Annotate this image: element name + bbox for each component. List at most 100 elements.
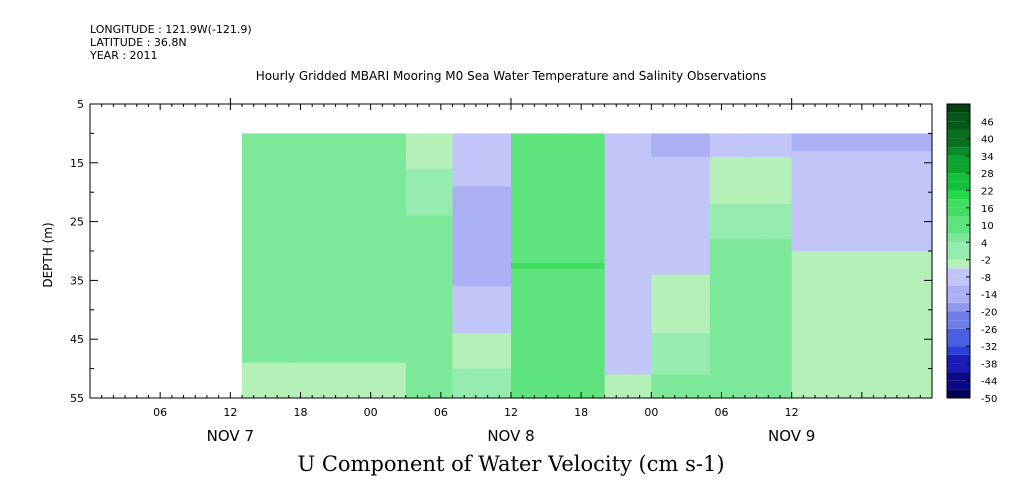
heatmap-cell bbox=[388, 339, 395, 346]
heatmap-cell bbox=[306, 203, 313, 211]
heatmap-cell bbox=[271, 292, 278, 299]
heatmap-cell bbox=[797, 321, 804, 329]
heatmap-cell bbox=[259, 315, 267, 323]
heatmap-cell bbox=[633, 345, 641, 352]
heatmap-cell bbox=[282, 151, 290, 158]
heatmap-cell bbox=[434, 374, 442, 381]
heatmap-cell bbox=[674, 315, 682, 323]
heatmap-cell bbox=[522, 145, 530, 152]
heatmap-cell bbox=[779, 192, 787, 199]
heatmap-cell bbox=[739, 274, 746, 281]
heatmap-cell bbox=[616, 168, 623, 176]
heatmap-cell bbox=[288, 245, 296, 252]
heatmap-cell bbox=[557, 262, 565, 270]
heatmap-cell bbox=[774, 274, 781, 281]
heatmap-cell bbox=[885, 203, 892, 211]
heatmap-cell bbox=[674, 386, 682, 393]
heatmap-cell bbox=[844, 209, 851, 217]
heatmap-cell bbox=[791, 209, 799, 217]
heatmap-cell bbox=[668, 133, 676, 140]
heatmap-cell bbox=[756, 203, 764, 211]
heatmap-cell bbox=[329, 303, 337, 311]
heatmap-cell bbox=[645, 168, 652, 176]
heatmap-cell bbox=[779, 350, 787, 358]
heatmap-cell bbox=[850, 321, 857, 329]
heatmap-cell bbox=[370, 198, 378, 205]
heatmap-cell bbox=[604, 286, 612, 293]
heatmap-cell bbox=[815, 262, 822, 270]
heatmap-cell bbox=[300, 392, 307, 399]
heatmap-cell bbox=[592, 309, 600, 317]
heatmap-cell bbox=[575, 133, 582, 140]
heatmap-cell bbox=[581, 268, 588, 276]
heatmap-cell bbox=[739, 350, 746, 358]
heatmap-cell bbox=[587, 151, 594, 158]
heatmap-cell bbox=[306, 180, 313, 187]
heatmap-cell bbox=[247, 356, 255, 364]
heatmap-cell bbox=[885, 251, 892, 258]
heatmap-cell bbox=[417, 345, 424, 352]
heatmap-cell bbox=[668, 168, 676, 176]
heatmap-cell bbox=[364, 386, 372, 393]
heatmap-cell bbox=[370, 245, 378, 252]
heatmap-cell bbox=[247, 239, 255, 246]
heatmap-cell bbox=[750, 386, 758, 393]
heatmap-cell bbox=[417, 309, 424, 317]
heatmap-cell bbox=[668, 180, 676, 187]
heatmap-cell bbox=[417, 133, 424, 140]
heatmap-cell bbox=[750, 292, 758, 299]
heatmap-cell bbox=[282, 380, 290, 387]
heatmap-cell bbox=[785, 209, 793, 217]
heatmap-cell bbox=[405, 303, 413, 311]
heatmap-cell bbox=[429, 286, 436, 293]
heatmap-cell bbox=[680, 350, 688, 358]
heatmap-cell bbox=[879, 203, 886, 211]
heatmap-cell bbox=[452, 292, 459, 299]
heatmap-cell bbox=[528, 274, 535, 281]
heatmap-cell bbox=[242, 139, 249, 146]
heatmap-cell bbox=[598, 374, 606, 381]
heatmap-cell bbox=[762, 256, 769, 264]
heatmap-cell bbox=[581, 180, 588, 187]
heatmap-cell bbox=[850, 386, 857, 393]
heatmap-cell bbox=[464, 203, 471, 211]
heatmap-cell bbox=[832, 262, 840, 270]
heatmap-cell bbox=[423, 221, 430, 229]
heatmap-cell bbox=[616, 339, 623, 346]
heatmap-cell bbox=[323, 151, 331, 158]
heatmap-cell bbox=[546, 262, 553, 270]
heatmap-cell bbox=[347, 292, 354, 299]
heatmap-cell bbox=[727, 215, 734, 223]
heatmap-cell bbox=[417, 298, 424, 305]
heatmap-cell bbox=[727, 162, 734, 170]
heatmap-cell bbox=[604, 227, 612, 234]
heatmap-cell bbox=[686, 145, 693, 152]
heatmap-cell bbox=[394, 256, 401, 264]
heatmap-cell bbox=[774, 209, 781, 217]
heatmap-cell bbox=[686, 333, 693, 340]
heatmap-cell bbox=[516, 198, 524, 205]
heatmap-cell bbox=[774, 192, 781, 199]
heatmap-cell bbox=[791, 145, 799, 152]
heatmap-cell bbox=[610, 315, 617, 323]
heatmap-cell bbox=[265, 192, 272, 199]
heatmap-cell bbox=[855, 356, 863, 364]
heatmap-cell bbox=[288, 251, 296, 258]
heatmap-cell bbox=[318, 262, 325, 270]
heatmap-cell bbox=[434, 386, 442, 393]
heatmap-cell bbox=[826, 168, 834, 176]
heatmap-cell bbox=[312, 392, 319, 399]
heatmap-cell bbox=[475, 303, 483, 311]
heatmap-cell bbox=[511, 350, 518, 358]
heatmap-cell bbox=[791, 345, 799, 352]
heatmap-cell bbox=[318, 227, 325, 234]
heatmap-cell bbox=[663, 374, 670, 381]
heatmap-cell bbox=[879, 374, 886, 381]
heatmap-cell bbox=[756, 168, 764, 176]
heatmap-cell bbox=[873, 203, 880, 211]
heatmap-cell bbox=[528, 374, 535, 381]
heatmap-cell bbox=[434, 145, 442, 152]
heatmap-cell bbox=[464, 280, 471, 287]
heatmap-cell bbox=[405, 162, 413, 170]
heatmap-cell bbox=[756, 374, 764, 381]
